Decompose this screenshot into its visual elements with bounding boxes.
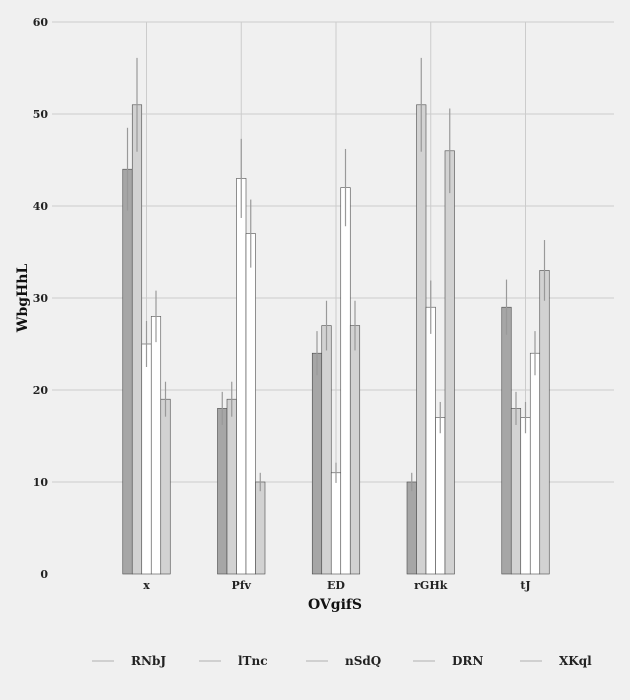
x-tick-label: Pfv	[232, 579, 252, 592]
bar-XKql-x	[160, 398, 171, 575]
bar-RNbJ-x	[122, 168, 133, 575]
x-tick-label: x	[143, 579, 150, 592]
y-tick-label: 20	[33, 384, 49, 397]
bar-lTnc-x	[131, 104, 143, 575]
x-tick-label: ED	[327, 579, 345, 592]
y-tick-label: 40	[33, 200, 49, 213]
legend-label: RNbJ	[131, 654, 166, 668]
bar-XKql-rGHk	[444, 150, 455, 575]
bar-RNbJ-rGHk	[406, 481, 417, 575]
bar-RNbJ-ED	[311, 352, 323, 575]
bar-XKql-Pfv	[255, 481, 266, 575]
legend-label: XKql	[559, 654, 592, 668]
y-tick-label: 0	[40, 568, 48, 581]
legend-label: DRN	[452, 654, 483, 668]
y-tick-label: 30	[33, 292, 49, 305]
bar-lTnc-rGHk	[416, 104, 427, 575]
legend-label: lTnc	[238, 654, 268, 668]
bar-XKql-ED	[349, 325, 361, 575]
x-axis-title: OVgifS	[308, 597, 362, 613]
x-tick-label: rGHk	[414, 579, 448, 592]
legend: RNbJ lTnc nSdQ DRN XKql	[92, 654, 592, 668]
y-axis-title: WbgHhL	[15, 264, 31, 334]
bar-RNbJ-tJ	[501, 306, 512, 575]
legend-label: nSdQ	[345, 654, 381, 668]
bar-nSdQ-rGHk	[425, 306, 436, 575]
bar-nSdQ-Pfv	[236, 178, 247, 575]
y-tick-label: 10	[33, 476, 49, 489]
bars-layer	[122, 57, 550, 575]
bar-lTnc-Pfv	[226, 398, 237, 575]
bar-DRN-x	[150, 316, 162, 575]
bar-RNbJ-Pfv	[217, 408, 228, 575]
bar-lTnc-tJ	[510, 408, 522, 575]
bar-nSdQ-tJ	[520, 417, 531, 575]
x-tick-label: tJ	[520, 579, 530, 592]
ticks-layer: 0 10 20 30 40 50 60 x Pfv ED rGHk tJ	[33, 16, 531, 592]
bar-DRN-Pfv	[245, 233, 256, 575]
bar-DRN-rGHk	[435, 417, 446, 575]
y-tick-label: 50	[33, 108, 49, 121]
bar-nSdQ-ED	[330, 472, 342, 575]
bar-DRN-tJ	[529, 352, 541, 575]
bar-nSdQ-x	[141, 343, 152, 575]
y-tick-label: 60	[33, 16, 49, 29]
bar-lTnc-ED	[321, 325, 332, 575]
bar-DRN-ED	[340, 187, 351, 575]
bar-XKql-tJ	[539, 270, 550, 575]
